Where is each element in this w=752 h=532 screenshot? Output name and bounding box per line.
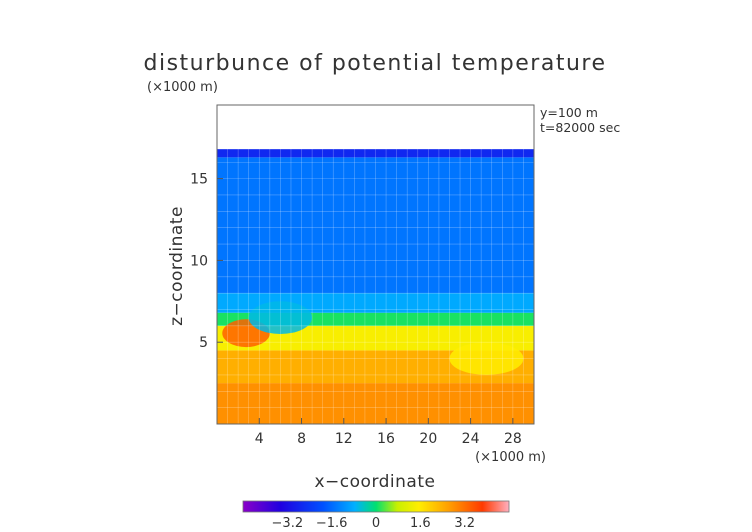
colorbar	[242, 500, 510, 513]
annotation-t: t=82000 sec	[540, 120, 620, 135]
y-axis-label: z−coordinate	[167, 206, 187, 326]
x-tick-label: 20	[419, 431, 437, 447]
heatmap-layer-0	[217, 383, 534, 424]
y-tick-label: 10	[190, 253, 208, 269]
x-tick-label: 4	[255, 431, 264, 447]
x-tick-label: 8	[297, 431, 306, 447]
heatmap-layer-5	[217, 157, 534, 294]
x-axis-label: x−coordinate	[315, 472, 436, 492]
plot-frame	[216, 104, 535, 425]
y-tick-label: 15	[190, 172, 208, 188]
y-tick-label: 5	[199, 335, 208, 351]
annotation-y: y=100 m	[540, 105, 598, 120]
x-unit-label: (×1000 m)	[475, 450, 546, 465]
x-tick-label: 16	[377, 431, 395, 447]
y-axis: 5 10 15	[190, 172, 223, 351]
grid	[217, 149, 534, 424]
heatmap-warm-band-right	[449, 342, 524, 375]
colorbar-tick-label: −1.6	[316, 516, 348, 531]
colorbar-ticks: −3.2 −1.6 0 1.6 3.2	[272, 516, 475, 531]
colorbar-tick-label: 1.6	[410, 516, 431, 531]
axis-scale-label: (×1000 m)	[147, 80, 218, 95]
x-tick-label: 24	[462, 431, 480, 447]
heatmap-layer-6	[217, 149, 534, 158]
colorbar-tick-label: 0	[372, 516, 380, 531]
heatmap-field	[217, 149, 534, 424]
x-axis: 4 8 12 16 20 24 28	[255, 418, 522, 447]
chart-title: disturbunce of potential temperature	[144, 51, 607, 76]
x-tick-label: 28	[504, 431, 522, 447]
colorbar-tick-label: −3.2	[272, 516, 304, 531]
heatmap-cold-intrusion	[248, 301, 313, 335]
x-tick-label: 12	[335, 431, 353, 447]
colorbar-tick-label: 3.2	[454, 516, 475, 531]
